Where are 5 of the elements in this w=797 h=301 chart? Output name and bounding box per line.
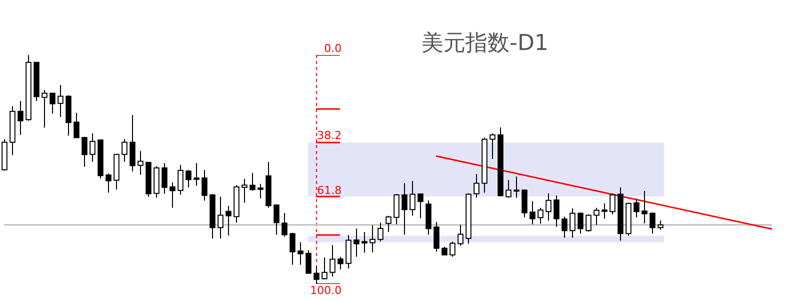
annotation: 38.2 (317, 128, 342, 142)
annotation: 61.8 (317, 184, 342, 197)
annotation: 0.0 (324, 42, 342, 55)
annotation: 100.0 (310, 284, 342, 297)
chart-title: 美元指数-D1 (422, 31, 548, 56)
